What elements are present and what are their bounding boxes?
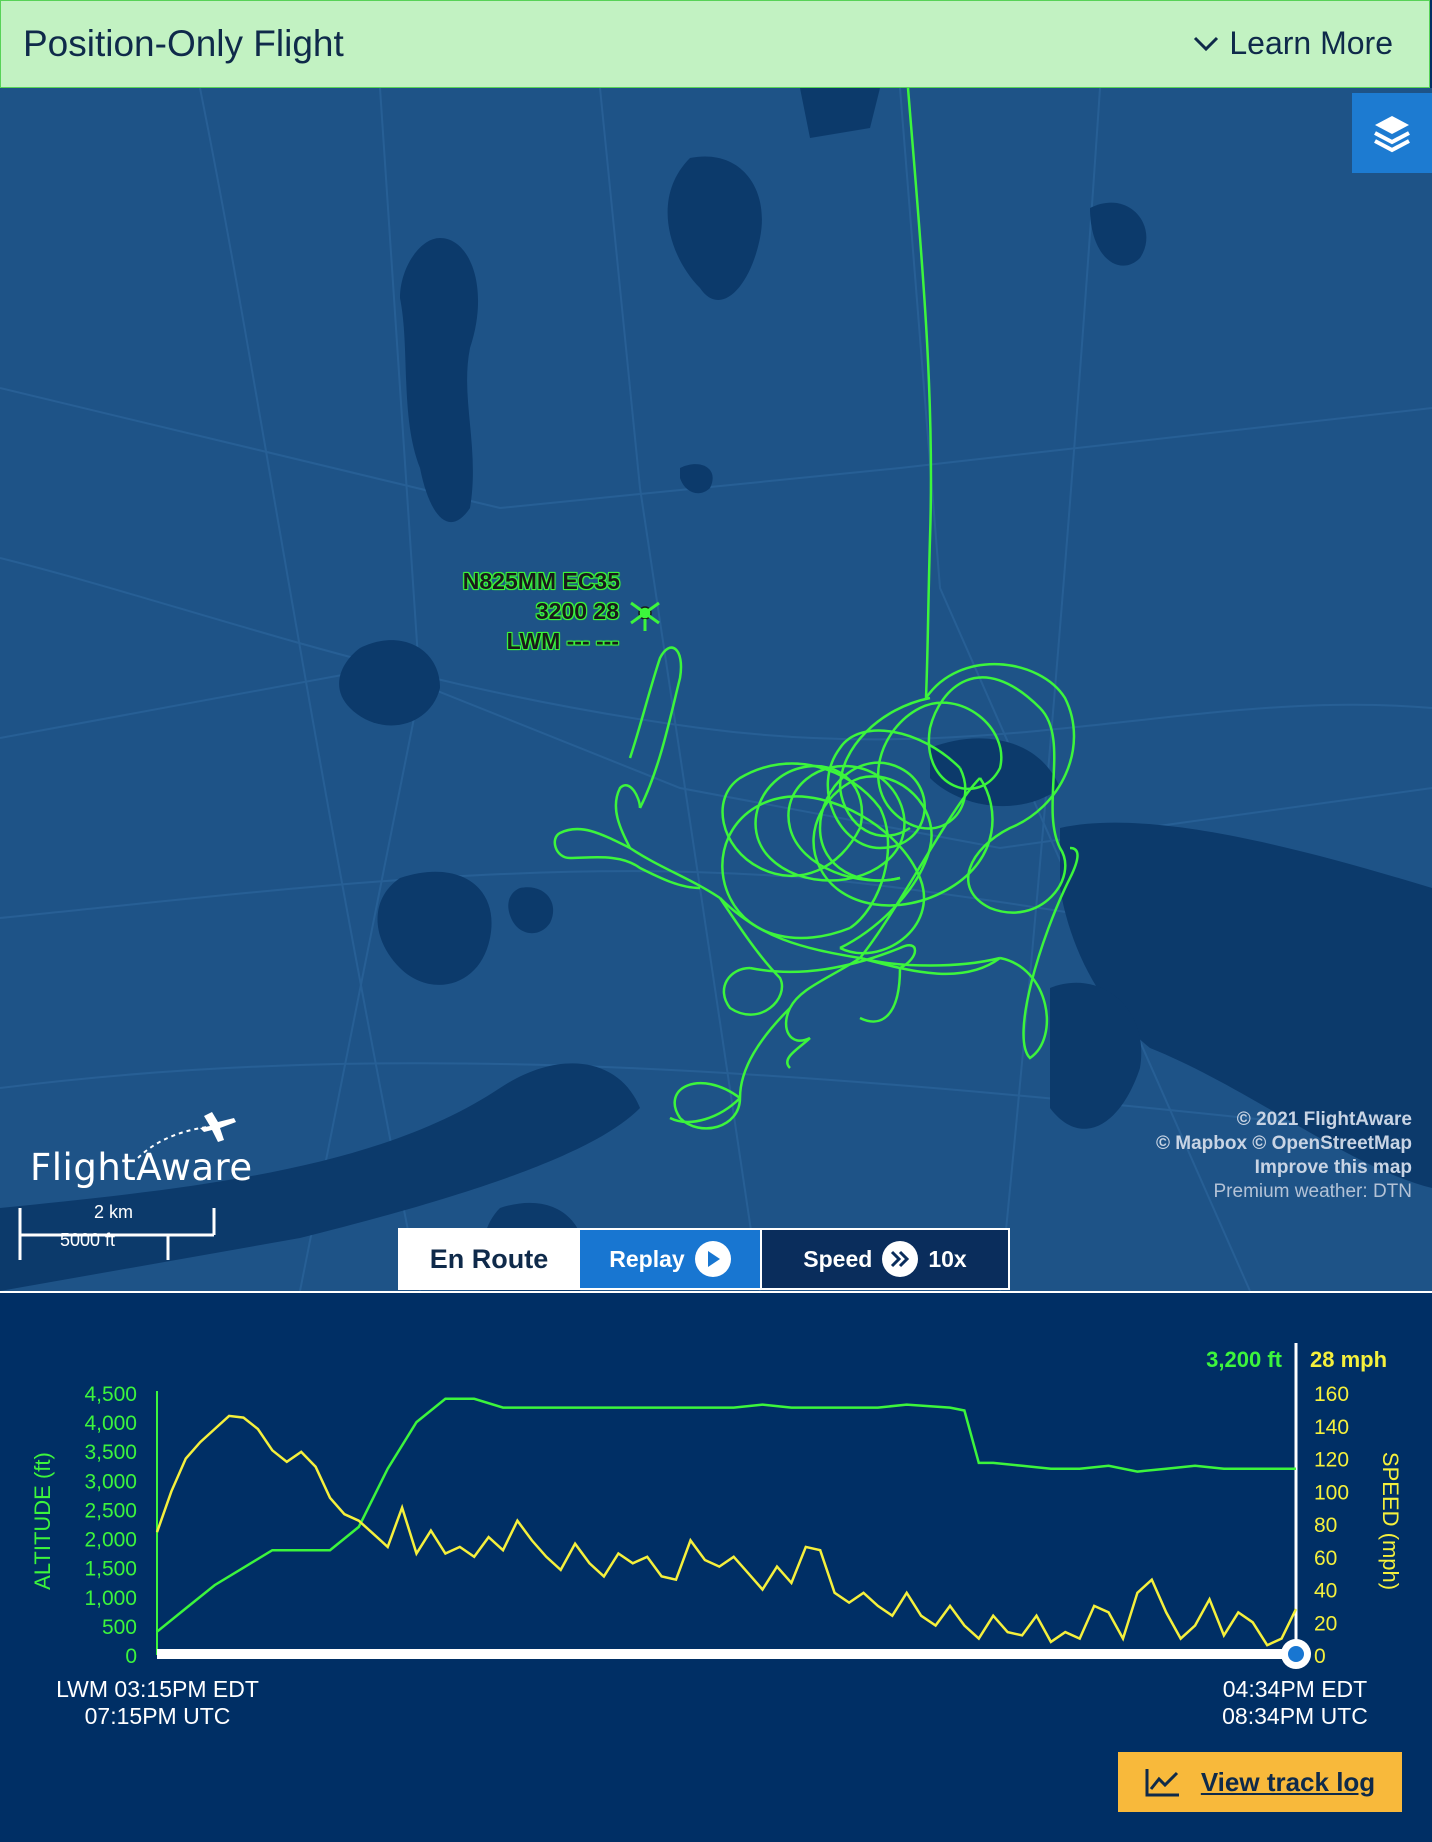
- altitude-speed-panel: [0, 1291, 1432, 1842]
- copyright-mapbox-osm[interactable]: © Mapbox © OpenStreetMap: [1155, 1133, 1412, 1154]
- chevron-down-icon: [1194, 36, 1219, 51]
- map-attribution: © 2021 FlightAware © Mapbox © OpenStreet…: [1156, 1108, 1412, 1204]
- flight-track: [553, 88, 1079, 1130]
- improve-map-link[interactable]: Improve this map: [1254, 1157, 1412, 1178]
- view-track-log-label: View track log: [1200, 1766, 1376, 1797]
- speed-tick-label: 140: [1314, 1416, 1349, 1439]
- scale-bar-lines: [18, 1208, 216, 1260]
- speed-button[interactable]: Speed 10x: [760, 1230, 1008, 1288]
- playback-controls: En Route Replay Speed 10x: [398, 1228, 1010, 1290]
- flight-label-ident[interactable]: N825MM EC35: [462, 568, 620, 594]
- flight-label-origin-dest[interactable]: LWM --- ---: [506, 628, 619, 654]
- speed-tick-label: 80: [1314, 1514, 1337, 1537]
- current-speed: 28 mph: [1310, 1347, 1387, 1372]
- flight-map[interactable]: N825MM EC35 3200 28 LWM --- --- FlightAw…: [0, 88, 1432, 1291]
- speed-ticks: 160 140 120 100 80 60 40 20 0: [1314, 1383, 1349, 1668]
- altitude-tick-label: 1,000: [84, 1587, 137, 1610]
- speed-label: Speed: [803, 1245, 873, 1272]
- speed-tick-label: 20: [1314, 1612, 1337, 1635]
- enroute-tab[interactable]: En Route: [400, 1230, 578, 1288]
- end-time-local: 04:34PM EDT: [1222, 1676, 1368, 1702]
- layers-icon: [1374, 116, 1410, 153]
- play-icon: [694, 1241, 731, 1277]
- learn-more-button[interactable]: Learn More: [1193, 25, 1393, 62]
- timeline-bar: [157, 1649, 1296, 1659]
- position-only-banner: Position-Only Flight Learn More: [0, 0, 1430, 88]
- map-scale-bar: 2 km 5000 ft: [18, 1202, 218, 1268]
- chart-line-icon: [1145, 1769, 1179, 1797]
- flight-label-alt-speed[interactable]: 3200 28: [535, 598, 619, 624]
- speed-tick-label: 100: [1314, 1481, 1349, 1504]
- view-track-log-button[interactable]: View track log: [1118, 1752, 1402, 1812]
- altitude-tick-label: 0: [125, 1645, 137, 1668]
- helicopter-icon: [630, 601, 660, 631]
- scale-km-label: 2 km: [94, 1202, 134, 1222]
- altitude-tick-label: 500: [102, 1616, 137, 1639]
- fast-forward-icon: [882, 1241, 919, 1277]
- end-time: 04:34PM EDT 08:34PM UTC: [1210, 1676, 1380, 1730]
- altitude-ticks: 4,500 4,000 3,500 3,000 2,500 2,000 1,500 1,000…: [84, 1383, 137, 1668]
- flightaware-logo-plane-icon: [137, 1112, 236, 1159]
- map-layers-button[interactable]: [1352, 93, 1432, 173]
- start-time-utc: 07:15PM UTC: [84, 1703, 231, 1729]
- altitude-tick-label: 3,500: [84, 1441, 137, 1464]
- altitude-tick-label: 2,000: [84, 1529, 137, 1552]
- altitude-tick-label: 2,500: [84, 1499, 137, 1522]
- learn-more-label: Learn More: [1229, 25, 1393, 61]
- flightaware-logo-text: FlightAware: [30, 1146, 253, 1189]
- altitude-tick-label: 4,500: [84, 1383, 137, 1406]
- replay-button[interactable]: Replay: [578, 1230, 760, 1288]
- speed-axis-label: SPEED (mph): [1378, 1452, 1403, 1590]
- altitude-tick-label: 3,000: [84, 1470, 137, 1493]
- weather-attribution: Premium weather: DTN: [1213, 1181, 1413, 1202]
- enroute-label: En Route: [429, 1243, 549, 1274]
- replay-label: Replay: [609, 1245, 685, 1272]
- start-time-local: LWM 03:15PM EDT: [56, 1676, 259, 1702]
- altitude-speed-chart: 4,500 4,000 3,500 3,000 2,500 2,000 1,500 1,000…: [30, 1343, 1403, 1669]
- speed-series-line: [155, 1414, 1298, 1647]
- speed-tick-label: 60: [1314, 1547, 1337, 1570]
- scale-ft-label: 5000 ft: [60, 1230, 116, 1250]
- start-time: LWM 03:15PM EDT 07:15PM UTC: [40, 1676, 275, 1730]
- current-altitude: 3,200 ft: [1206, 1347, 1282, 1372]
- copyright-flightaware[interactable]: © 2021 FlightAware: [1236, 1109, 1412, 1130]
- altitude-axis-label: ALTITUDE (ft): [30, 1452, 55, 1590]
- speed-tick-label: 40: [1314, 1580, 1337, 1603]
- altitude-series-line: [156, 1397, 1296, 1633]
- altitude-tick-label: 4,000: [84, 1412, 137, 1435]
- speed-tick-label: 120: [1314, 1449, 1349, 1472]
- speed-tick-label: 160: [1314, 1383, 1349, 1406]
- speed-tick-label: 0: [1314, 1645, 1326, 1668]
- banner-title: Position-Only Flight: [23, 23, 344, 64]
- end-time-utc: 08:34PM UTC: [1222, 1703, 1368, 1729]
- speed-value: 10x: [928, 1245, 967, 1272]
- altitude-tick-label: 1,500: [84, 1558, 137, 1581]
